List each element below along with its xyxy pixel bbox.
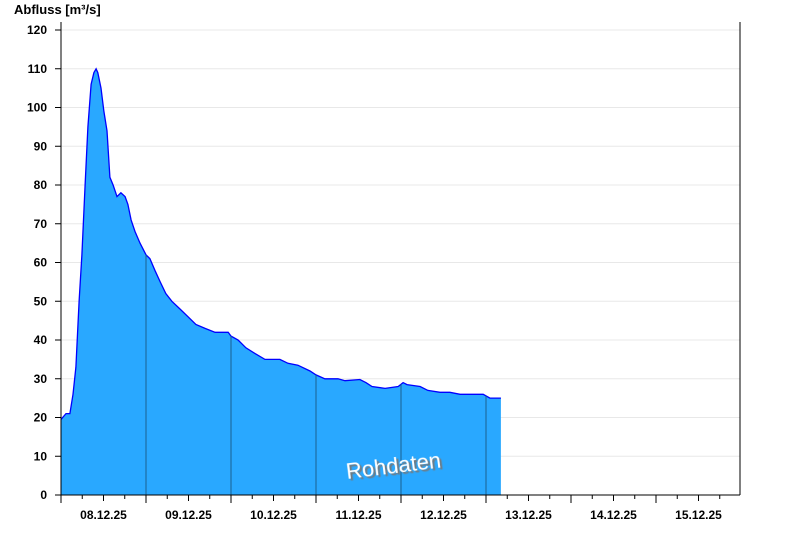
- y-tick-label: 70: [34, 217, 48, 231]
- y-tick-label: 90: [34, 139, 48, 153]
- x-tick-label: 13.12.25: [505, 508, 552, 522]
- y-tick-label: 100: [27, 101, 47, 115]
- x-tick-label: 14.12.25: [590, 508, 637, 522]
- x-tick-label: 15.12.25: [675, 508, 722, 522]
- y-tick-label: 30: [34, 372, 48, 386]
- x-tick-label: 10.12.25: [250, 508, 297, 522]
- y-tick-label: 0: [40, 488, 47, 502]
- y-tick-label: 50: [34, 294, 48, 308]
- y-tick-label: 20: [34, 411, 48, 425]
- y-axis-label: Abfluss [m³/s]: [14, 2, 101, 17]
- y-tick-label: 60: [34, 256, 48, 270]
- x-tick-label: 11.12.25: [335, 508, 381, 522]
- y-tick-label: 110: [28, 62, 48, 76]
- x-tick-label: 09.12.25: [165, 508, 212, 522]
- axes: 0 10 20 30 40 50 60 70 80 90 100 110 120 08.12.25 09.1…: [27, 22, 741, 522]
- area-fill: [61, 68, 501, 496]
- x-tick-label: 08.12.25: [80, 508, 127, 522]
- y-tick-label: 80: [34, 178, 48, 192]
- y-tick-label: 40: [34, 333, 48, 347]
- data-area: [60, 67, 501, 496]
- y-tick-label: 10: [34, 449, 48, 463]
- y-tick-label: 120: [27, 23, 47, 37]
- x-tick-label: 12.12.25: [420, 508, 467, 522]
- series-line: [60, 67, 501, 420]
